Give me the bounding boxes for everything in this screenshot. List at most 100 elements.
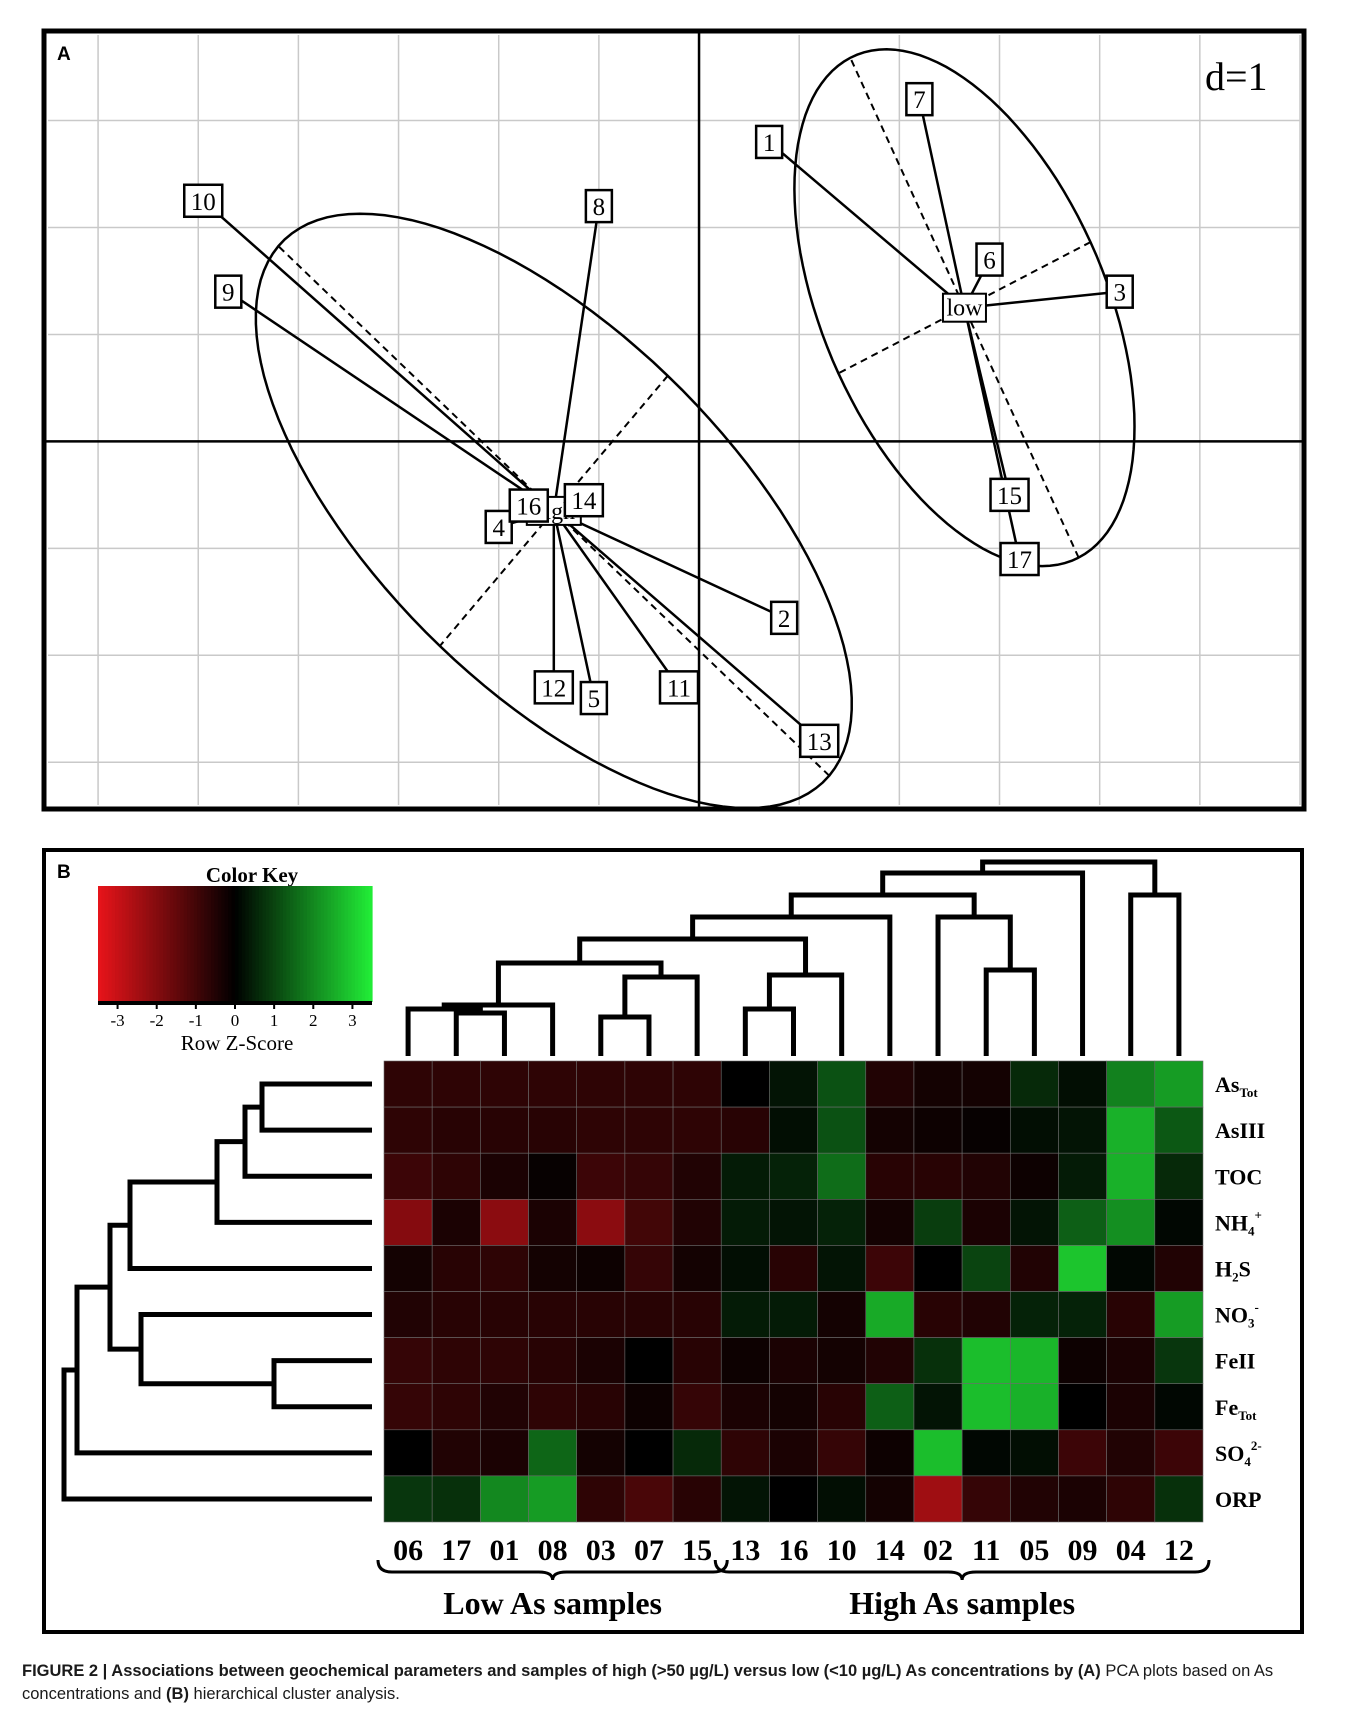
color-key-band (248, 886, 253, 1002)
heatmap-cell (528, 1245, 578, 1292)
color-key-band (145, 886, 150, 1002)
heatmap-cell (528, 1475, 578, 1523)
heatmap-cell (576, 1152, 626, 1200)
heatmap-cell (383, 1429, 433, 1477)
heatmap-cell (431, 1383, 481, 1431)
heatmap-cell (817, 1060, 867, 1108)
heatmap-cell (431, 1060, 481, 1108)
heatmap-cell (431, 1475, 481, 1523)
color-key-band (187, 886, 192, 1002)
heatmap-cell (817, 1383, 867, 1431)
point-box-11 (658, 670, 700, 705)
heatmap-cell (1009, 1429, 1059, 1477)
heatmap-cell (1154, 1245, 1204, 1292)
point-label-15: 15 (997, 483, 1022, 510)
color-key-band (200, 886, 205, 1002)
color-key-band (111, 886, 116, 1002)
heatmap-cell (480, 1475, 529, 1523)
heatmap-cell (1106, 1337, 1156, 1384)
ellipse-major-axis-high (277, 245, 830, 777)
color-key-band (358, 886, 363, 1002)
heatmap-cell (672, 1199, 722, 1246)
point-box-3 (1105, 274, 1134, 309)
point-box-2 (769, 600, 799, 636)
heatmap-cell (672, 1337, 722, 1384)
row-label: NO3- (1215, 1300, 1259, 1331)
color-key-band (300, 886, 305, 1002)
color-key-band (238, 886, 243, 1002)
heatmap-cell (913, 1152, 963, 1200)
color-key-band (98, 886, 103, 1002)
row-label: FeII (1215, 1349, 1255, 1374)
heatmap-cell (961, 1429, 1011, 1477)
caption-label: FIGURE 2 | (22, 1662, 108, 1680)
spoke-5 (552, 510, 596, 699)
point-box-15 (989, 477, 1030, 513)
heatmap-cell (913, 1291, 963, 1338)
column-label: 02 (923, 1534, 953, 1567)
row-label: NH4+ (1215, 1207, 1262, 1238)
color-key-band (320, 886, 325, 1002)
color-key-band (217, 886, 222, 1002)
point-box-6 (975, 242, 1004, 277)
heatmap-cell (1106, 1245, 1156, 1292)
color-key-band (169, 886, 174, 1002)
heatmap-cell (769, 1337, 818, 1384)
color-key-band (289, 886, 294, 1002)
column-label: 11 (972, 1534, 1000, 1567)
spoke-13 (552, 509, 821, 742)
pca-spokes (202, 98, 1120, 742)
point-box-12 (533, 670, 575, 705)
point-label-4: 4 (492, 515, 505, 542)
color-key-band (245, 886, 250, 1002)
heatmap-cell (961, 1337, 1011, 1384)
point-box-14 (563, 482, 605, 518)
color-key-tick-label: -3 (110, 1011, 124, 1030)
column-label: 10 (827, 1534, 857, 1567)
heatmap-cell (961, 1106, 1011, 1154)
color-key-band (235, 886, 240, 1002)
heatmap-cell (913, 1383, 963, 1431)
point-box-9 (214, 274, 243, 309)
ellipse-minor-axis-high (439, 375, 669, 647)
color-key-band (204, 886, 209, 1002)
heatmap-cell (817, 1106, 867, 1154)
point-box-13 (798, 723, 840, 759)
color-key-band (190, 886, 195, 1002)
heatmap-cell (720, 1245, 770, 1292)
color-key-tick-label: 2 (309, 1011, 318, 1030)
heatmap-cell (624, 1429, 674, 1477)
spoke-1 (768, 140, 966, 309)
heatmap-cell (576, 1429, 626, 1477)
color-key-band (272, 886, 277, 1002)
color-key-band (262, 886, 267, 1002)
heatmap-cell (528, 1337, 578, 1384)
heatmap-cell (624, 1291, 674, 1338)
point-box-7 (905, 81, 934, 117)
color-key-band (108, 886, 113, 1002)
heatmap-cell (624, 1337, 674, 1384)
panel-b-label: B (57, 862, 71, 883)
color-key-band (149, 886, 154, 1002)
color-key-band (258, 886, 263, 1002)
point-label-9: 9 (222, 280, 235, 307)
heatmap-cell (1154, 1106, 1204, 1154)
heatmap-cell (624, 1383, 674, 1431)
point-box-17 (999, 541, 1040, 577)
heatmap-cell (961, 1475, 1011, 1523)
color-key-band (265, 886, 270, 1002)
heatmap-cell (865, 1291, 915, 1338)
heatmap-cell (913, 1429, 963, 1477)
point-box-8 (584, 188, 614, 224)
column-label: 05 (1019, 1534, 1049, 1567)
heatmap-cell (1106, 1383, 1156, 1431)
heatmap-cell (480, 1337, 529, 1384)
heatmap-cell (720, 1060, 770, 1108)
heatmap-cell (431, 1152, 481, 1200)
heatmap-cell (1106, 1475, 1156, 1523)
color-key-band (351, 886, 356, 1002)
heatmap-cell (1106, 1152, 1156, 1200)
color-key-band (341, 886, 346, 1002)
heatmap-cell (576, 1106, 626, 1154)
